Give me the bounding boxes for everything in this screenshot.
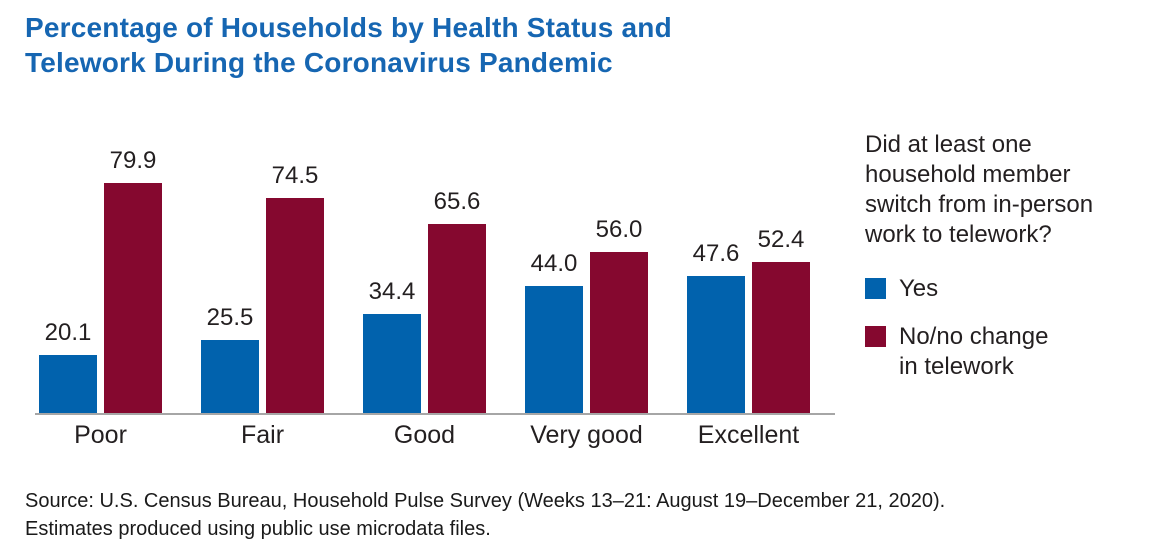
- category-label-very-good: Very good: [530, 421, 643, 449]
- yes-color-swatch-icon: [865, 278, 886, 299]
- value-label-no-no-change-in-telework-excellent: 52.4: [757, 226, 805, 253]
- bar-no-no-change-in-telework-fair: [266, 198, 324, 413]
- source-note-line-1: Source: U.S. Census Bureau, Household Pu…: [25, 490, 946, 512]
- bar-yes-poor: [39, 355, 97, 413]
- legend-label-yes: Yes: [899, 275, 939, 302]
- category-label-excellent: Excellent: [697, 421, 800, 449]
- bar-chart-plot-area: 20.1 79.9 Poor 25.5 74.5 Fair 34.4 65.6 Good 44.0…: [35, 147, 835, 449]
- legend-label-no-line-1: No/no change: [899, 323, 1049, 350]
- legend-question-line-3: switch from in-person: [865, 191, 1094, 218]
- value-label-no-no-change-in-telework-good: 65.6: [433, 188, 481, 215]
- value-label-no-no-change-in-telework-poor: 79.9: [109, 147, 157, 174]
- bar-no-no-change-in-telework-good: [428, 224, 486, 413]
- category-label-good: Good: [393, 421, 456, 449]
- category-label-poor: Poor: [74, 421, 127, 449]
- chart-legend: Did at least one household member switch f…: [865, 130, 1149, 382]
- value-label-yes-excellent: 47.6: [692, 240, 740, 267]
- chart-title: Percentage of Households by Health Statu…: [25, 10, 672, 80]
- legend-question-line-2: household member: [865, 161, 1071, 188]
- legend-label-no: No/no change in telework: [899, 322, 1048, 382]
- no-color-swatch-icon: [865, 326, 886, 347]
- value-label-yes-good: 34.4: [368, 278, 416, 305]
- legend-label-no-line-2: in telework: [899, 353, 1014, 380]
- value-label-yes-fair: 25.5: [206, 304, 254, 331]
- chart-title-line-1: Percentage of Households by Health Statu…: [25, 12, 672, 43]
- legend-question-line-1: Did at least one: [865, 131, 1032, 158]
- bar-yes-fair: [201, 340, 259, 413]
- bar-no-no-change-in-telework-excellent: [752, 262, 810, 413]
- value-label-no-no-change-in-telework-fair: 74.5: [271, 162, 319, 189]
- source-note: Source: U.S. Census Bureau, Household Pu…: [25, 487, 945, 543]
- bar-no-no-change-in-telework-very-good: [590, 252, 648, 413]
- bar-yes-good: [363, 314, 421, 413]
- legend-question: Did at least one household member switch f…: [865, 130, 1149, 250]
- legend-question-line-4: work to telework?: [865, 221, 1052, 248]
- legend-item-yes: Yes: [865, 274, 1149, 304]
- value-label-yes-poor: 20.1: [44, 319, 92, 346]
- bar-yes-excellent: [687, 276, 745, 413]
- value-label-yes-very-good: 44.0: [530, 250, 578, 277]
- value-label-no-no-change-in-telework-very-good: 56.0: [595, 216, 643, 243]
- category-label-fair: Fair: [240, 421, 285, 449]
- source-note-line-2: Estimates produced using public use micr…: [25, 518, 491, 540]
- legend-item-no: No/no change in telework: [865, 322, 1149, 382]
- bar-no-no-change-in-telework-poor: [104, 183, 162, 413]
- bar-yes-very-good: [525, 286, 583, 413]
- chart-title-line-2: Telework During the Coronavirus Pandemic: [25, 47, 613, 78]
